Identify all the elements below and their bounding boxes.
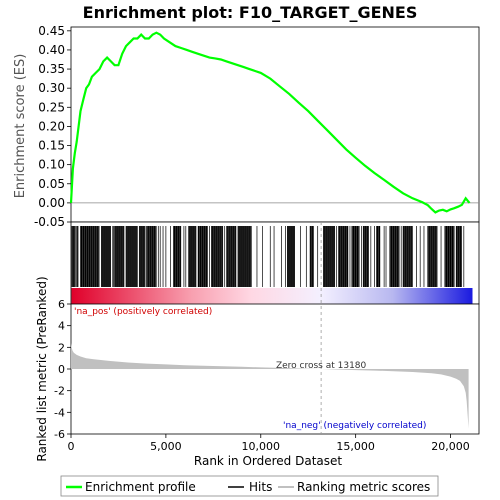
es-ytick-label: -0.05 — [34, 215, 65, 229]
es-ytick-label: 0.10 — [38, 158, 65, 172]
metric-ytick-label: 6 — [58, 298, 65, 311]
es-ytick-label: 0.05 — [38, 177, 65, 191]
metric-axis-label: Ranked list metric (PreRanked) — [35, 276, 49, 461]
legend-hits-label: Hits — [249, 480, 272, 494]
es-ytick-label: 0.15 — [38, 139, 65, 153]
es-ytick-label: 0.00 — [38, 196, 65, 210]
es-axis-label: Enrichment score (ES) — [13, 54, 28, 199]
enrichment-score-panel: -0.05 0.00 0.05 0.10 0.15 0.20 0.25 0.30 0.35 0.4… — [13, 24, 480, 229]
legend-es-label: Enrichment profile — [85, 480, 196, 494]
rank-xtick-label: 10,000 — [242, 440, 281, 453]
metric-ytick-label: -6 — [54, 428, 65, 441]
metric-ytick-label: 0 — [58, 363, 65, 376]
rank-xtick-label: 20,000 — [431, 440, 470, 453]
rank-xtick-label: 5,000 — [150, 440, 182, 453]
enrichment-profile-line — [69, 31, 471, 214]
es-ytick-label: 0.45 — [38, 24, 65, 38]
es-ytick-label: 0.40 — [38, 43, 65, 57]
es-plot-frame — [70, 26, 480, 223]
metric-ytick-label: 4 — [58, 320, 65, 333]
neg-label: 'na_neg' (negatively correlated) — [283, 421, 426, 431]
rank-xtick-label: 0 — [68, 440, 75, 453]
ranked-metric-panel: Zero cross at 13180 'na_pos' (positively… — [35, 222, 480, 468]
chart-title: Enrichment plot: F10_TARGET_GENES — [83, 3, 418, 22]
es-ytick-label: 0.25 — [38, 100, 65, 114]
rank-axis-label: Rank in Ordered Dataset — [194, 454, 342, 468]
metric-ytick-label: -2 — [54, 385, 65, 398]
pos-label: 'na_pos' (positively correlated) — [74, 307, 212, 317]
ranking-color-bar — [71, 288, 473, 304]
rank-xtick-label: 15,000 — [336, 440, 375, 453]
es-ytick-label: 0.20 — [38, 119, 65, 133]
metric-ytick-label: 2 — [58, 341, 65, 354]
legend-frame — [60, 475, 439, 497]
es-ytick-label: 0.30 — [38, 81, 65, 95]
metric-ytick-label: -4 — [54, 406, 65, 419]
hits-panel — [70, 221, 480, 305]
legend-metric-label: Ranking metric scores — [297, 480, 430, 494]
zero-cross-label: Zero cross at 13180 — [276, 361, 367, 371]
legend: Enrichment profile Hits Ranking metric s… — [60, 475, 439, 497]
es-ytick-label: 0.35 — [38, 62, 65, 76]
